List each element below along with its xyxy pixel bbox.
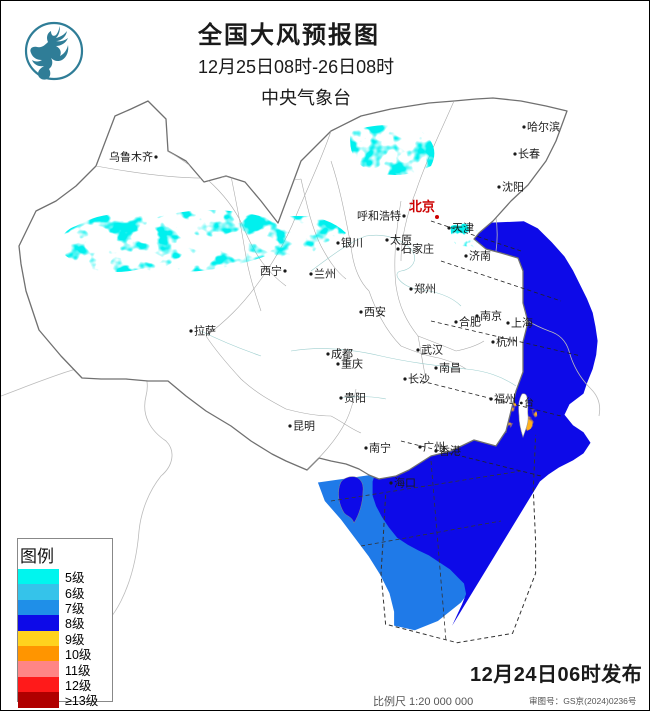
svg-text:重庆: 重庆 xyxy=(341,357,363,371)
svg-text:武汉: 武汉 xyxy=(421,344,443,357)
svg-text:南昌: 南昌 xyxy=(439,362,461,375)
svg-text:长春: 长春 xyxy=(518,148,540,161)
svg-text:拉萨: 拉萨 xyxy=(194,324,216,338)
svg-text:哈尔滨: 哈尔滨 xyxy=(527,120,560,134)
svg-text:石家庄: 石家庄 xyxy=(401,242,434,256)
svg-text:上海: 上海 xyxy=(511,316,533,330)
svg-text:郑州: 郑州 xyxy=(414,282,436,296)
svg-text:香港: 香港 xyxy=(439,445,461,458)
svg-text:海口: 海口 xyxy=(394,476,416,490)
svg-text:沈阳: 沈阳 xyxy=(502,180,524,194)
svg-text:北京: 北京 xyxy=(409,199,435,214)
svg-text:合肥: 合肥 xyxy=(459,315,481,329)
svg-text:杭州: 杭州 xyxy=(496,335,518,349)
svg-text:西安: 西安 xyxy=(364,305,386,319)
svg-text:长沙: 长沙 xyxy=(408,373,430,386)
svg-text:乌鲁木齐: 乌鲁木齐 xyxy=(109,150,153,164)
svg-text:天津: 天津 xyxy=(452,222,474,235)
svg-text:昆明: 昆明 xyxy=(293,420,315,433)
svg-text:西宁: 西宁 xyxy=(260,264,282,278)
svg-text:银川: 银川 xyxy=(341,236,363,250)
svg-text:济南: 济南 xyxy=(469,249,491,263)
svg-text:兰州: 兰州 xyxy=(314,268,336,281)
svg-text:南宁: 南宁 xyxy=(369,441,391,455)
svg-text:福州: 福州 xyxy=(494,392,516,406)
svg-text:呼和浩特: 呼和浩特 xyxy=(357,209,401,223)
svg-text:南京: 南京 xyxy=(480,309,502,323)
svg-text:贵阳: 贵阳 xyxy=(344,392,366,405)
